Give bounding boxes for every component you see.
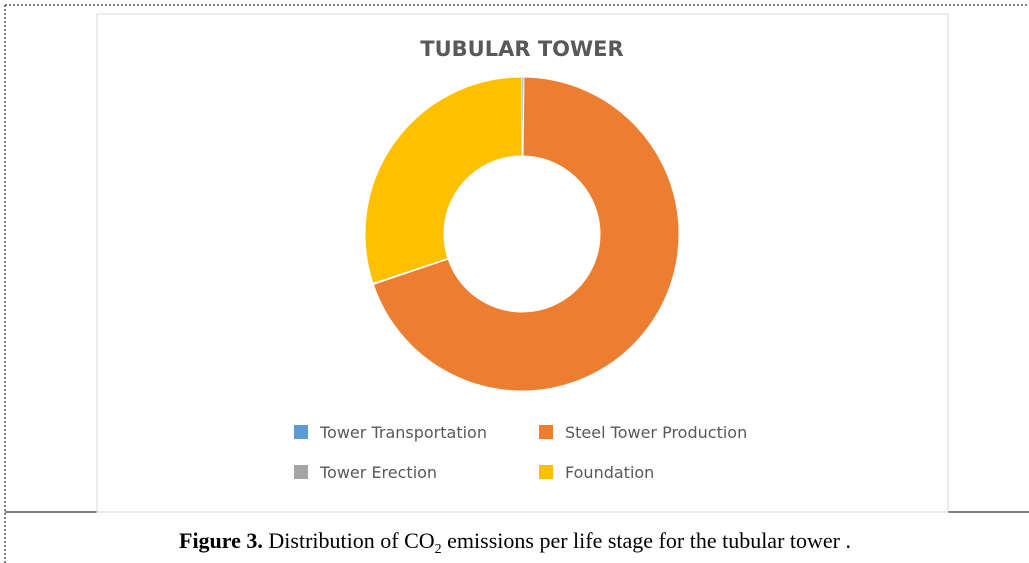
- caption-text: Distribution of CO: [268, 528, 434, 553]
- legend-label: Steel Tower Production: [565, 423, 747, 442]
- caption: Figure 3. Distribution of CO2 emissions …: [179, 528, 851, 557]
- caption-subscript: 2: [435, 542, 442, 557]
- legend-swatch: [294, 425, 308, 439]
- chart-title: TUBULAR TOWER: [420, 37, 623, 61]
- donut: [364, 76, 680, 392]
- legend-label: Tower Erection: [319, 463, 437, 482]
- legend-swatch: [294, 465, 308, 479]
- donut-slice: [372, 76, 680, 392]
- legend-swatch: [539, 425, 553, 439]
- legend-swatch: [539, 465, 553, 479]
- legend-label: Foundation: [565, 463, 654, 482]
- caption-label: Figure 3.: [179, 528, 263, 553]
- legend-label: Tower Transportation: [319, 423, 487, 442]
- caption-rest: emissions per life stage for the tubular…: [442, 528, 851, 553]
- legend: Tower Transportation Steel Tower Producti…: [294, 423, 747, 482]
- donut-slice: [364, 76, 523, 285]
